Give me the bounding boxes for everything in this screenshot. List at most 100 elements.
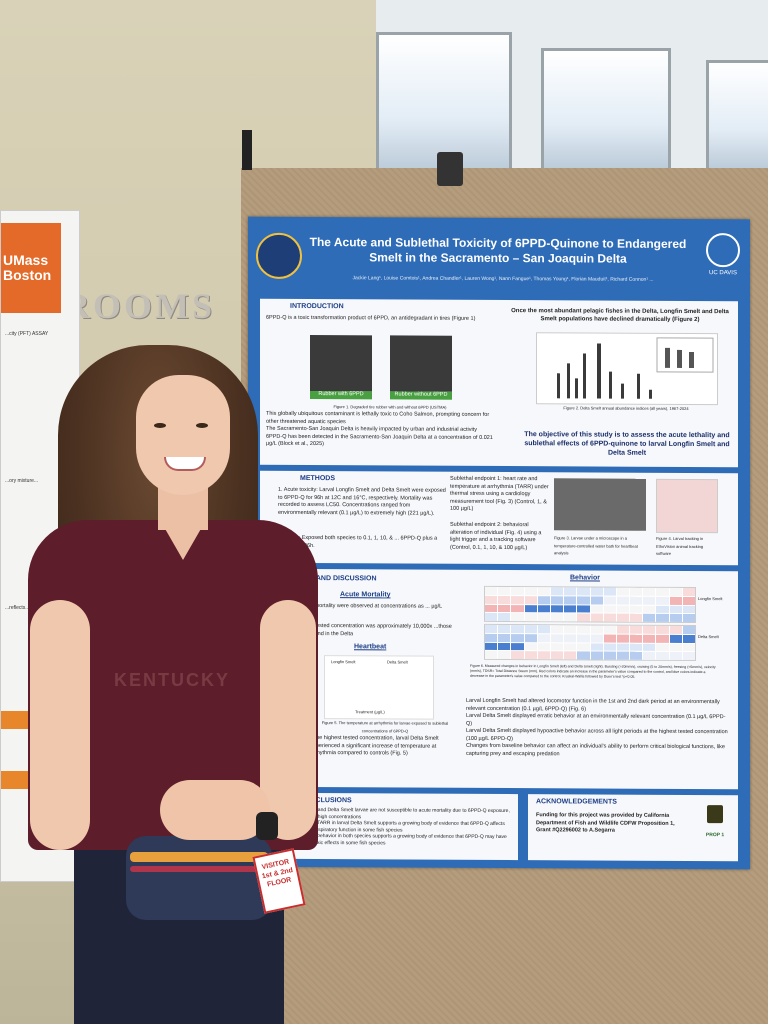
heatmap-cell: [590, 613, 603, 622]
heatmap-cell: [485, 651, 498, 659]
behavior-heatmap-longfin: [484, 585, 696, 624]
heatmap-cell: [485, 613, 498, 621]
left-arm: [30, 600, 90, 850]
heatmap-cell: [577, 634, 590, 642]
eye: [196, 423, 208, 428]
heatmap-cell: [603, 643, 616, 651]
heatmap-cell: [511, 633, 524, 642]
behavior-heading: Behavior: [570, 574, 600, 582]
left-poster-text: ...city (PFT) ASSAY ...ory mixture... ..…: [5, 331, 65, 612]
conclusion-bullet: Altered behavior in both species support…: [300, 832, 507, 846]
heatmap-cell: [682, 634, 695, 643]
heatmap-cell: [485, 604, 498, 613]
heartbeat-xlabel: Treatment (µg/L): [355, 709, 385, 715]
intro-panel: INTRODUCTION 6PPD-Q is a toxic transform…: [260, 298, 738, 468]
heatmap-cell: [603, 596, 616, 605]
heatmap-cell: [669, 605, 682, 614]
heatmap-cell: [682, 652, 695, 661]
university-seal: [256, 232, 302, 279]
cdfw-shield-icon: [707, 805, 723, 824]
heatmap-cell: [564, 625, 577, 634]
heatmap-cell: [643, 634, 656, 643]
heatmap-cell: [577, 651, 590, 660]
left-poster-line: ...ory mixture...: [5, 478, 39, 484]
heatmap-cell: [537, 604, 550, 613]
heatmap-cell: [498, 633, 511, 642]
heatmap-cell: [564, 634, 577, 642]
heartbeat-chart-label: Longfin Smelt: [331, 659, 356, 665]
board-post: [242, 130, 252, 170]
clasped-hands: [160, 780, 270, 840]
heatmap-cell: [524, 587, 537, 595]
heatmap-cell: [616, 605, 630, 613]
window: [376, 0, 768, 180]
heatmap-cell: [669, 625, 682, 634]
heatmap-cell: [603, 625, 616, 634]
poster-authors: Jackie Lang¹, Louise Comtois¹, Andrea Ch…: [352, 275, 654, 283]
conclusion-bullet: Longfin and Delta Smelt larvae are not s…: [300, 806, 510, 820]
heatmap-cell: [524, 595, 537, 604]
heatmap-cell: [524, 633, 537, 642]
heatmap-cell: [577, 587, 590, 596]
heatmap-cell: [564, 604, 577, 613]
heatmap-cell: [630, 613, 643, 622]
heatmap-cell: [630, 587, 643, 596]
poster-title: The Acute and Sublethal Toxicity of 6PPD…: [309, 235, 687, 266]
eye: [154, 423, 166, 428]
heatmap-cell: [643, 614, 656, 622]
heartbeat-text: ...the highest tested concentration, lar…: [310, 735, 439, 757]
heatmap-cell: [498, 586, 511, 595]
heatmap-cell: [656, 587, 669, 596]
ucdavis-logo: UC DAVIS: [704, 233, 742, 285]
heatmap-cell: [511, 625, 524, 633]
left-poster-line: ...reflects...: [5, 605, 30, 611]
heatmap-cell: [616, 625, 630, 634]
heatmap-cell: [485, 642, 498, 651]
heatmap-cell: [511, 604, 524, 613]
heatmap-cell: [643, 605, 656, 614]
heatmap-cell: [643, 596, 656, 605]
heatmap-cell: [524, 642, 537, 651]
window-pane: [706, 60, 768, 176]
fig4-caption: Figure 4. Larval tracking in EthoVision …: [656, 535, 704, 556]
heatmap-cell: [669, 614, 682, 622]
heatmap-cell: [682, 587, 695, 596]
heatmap-cell: [643, 652, 656, 660]
methods-heading: METHODS: [300, 474, 335, 483]
heatmap-cell: [511, 651, 524, 660]
heatmap-cell: [630, 643, 643, 652]
heatmap-cell: [498, 642, 511, 651]
tire-label: Rubber with 6PPD: [310, 391, 372, 399]
results-heading: ...AND DISCUSSION: [310, 575, 377, 583]
heatmap-cell: [630, 651, 643, 660]
behavior-bullet: Changes from baseline behavior can affec…: [466, 742, 725, 757]
heatmap-cell: [564, 596, 577, 604]
conclusion-bullet: Altered TARR in larval Delta Smelt suppo…: [300, 819, 505, 833]
heatmap-cell: [590, 604, 603, 613]
heatmap-cell: [550, 587, 564, 596]
tire-label: Rubber without 6PPD: [390, 391, 452, 400]
heatmap-cell: [524, 604, 537, 613]
heatmap-label: Longfin Smelt: [698, 596, 723, 602]
heatmap-cell: [550, 634, 564, 642]
heatmap-cell: [656, 652, 669, 660]
heatmap-cell: [643, 587, 656, 596]
face: [136, 375, 230, 495]
left-poster-accent: [1, 771, 31, 789]
heatmap-cell: [603, 605, 616, 613]
intro-bullet: This globally ubiquitous contaminant is …: [266, 410, 490, 425]
heatmap-cell: [537, 595, 550, 604]
behavior-heatmap-delta: [484, 623, 696, 662]
heatmap-cell: [669, 634, 682, 643]
heatmap-cell: [577, 596, 590, 604]
abundance-chart-svg: [557, 337, 714, 399]
behavior-bullet: Larval Longfin Smelt had altered locomot…: [466, 697, 720, 712]
heatmap-cell: [537, 642, 550, 651]
heatmap-cell: [656, 614, 669, 622]
fanny-pack-stripe: [130, 852, 268, 862]
acute-mortality-text: ...mortality were observed at concentrat…: [310, 603, 443, 610]
intro-text: 6PPD-Q is a toxic transformation product…: [266, 314, 476, 322]
heatmap-cell: [682, 605, 695, 614]
heatmap-cell: [682, 614, 695, 623]
heatmap-cell: [498, 651, 511, 660]
